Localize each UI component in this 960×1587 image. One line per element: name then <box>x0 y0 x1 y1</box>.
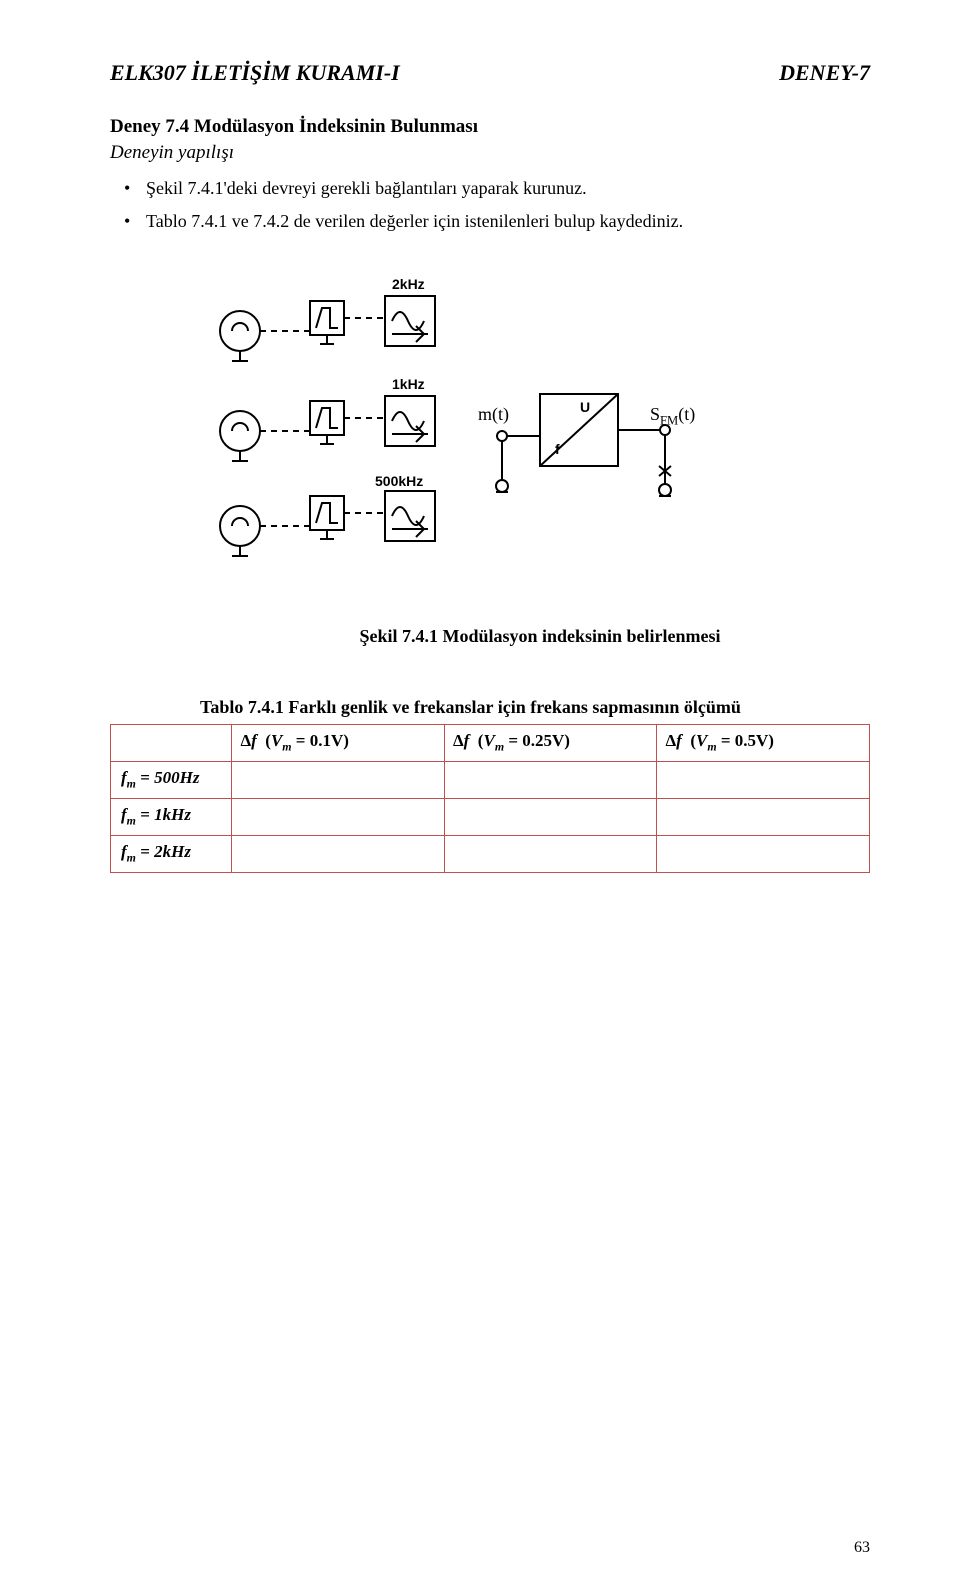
uf-label-u: U <box>580 399 590 415</box>
table-caption: Tablo 7.4.1 Farklı genlik ve frekanslar … <box>200 697 870 718</box>
cell <box>232 798 445 835</box>
cell <box>657 761 870 798</box>
cell <box>657 798 870 835</box>
figure-caption: Şekil 7.4.1 Modülasyon indeksinin belirl… <box>210 626 870 647</box>
col-header-2: Δf (Vm = 0.25V) <box>444 724 657 761</box>
frequency-deviation-table: Δf (Vm = 0.1V) Δf (Vm = 0.25V) Δf (Vm = … <box>110 724 870 873</box>
row-header-2: fm = 1kHz <box>111 798 232 835</box>
sfm-tail: (t) <box>678 404 695 424</box>
cell <box>444 798 657 835</box>
cell <box>444 835 657 872</box>
row-header-1: fm = 500Hz <box>111 761 232 798</box>
freq-label-1khz: 1kHz <box>392 376 425 392</box>
cell <box>444 761 657 798</box>
header-left: ELK307 İLETİŞİM KURAMI-I <box>110 60 400 86</box>
header-right: DENEY-7 <box>779 60 870 86</box>
page-number: 63 <box>854 1539 870 1557</box>
cell <box>232 761 445 798</box>
sfm-s: S <box>650 404 660 424</box>
cell <box>657 835 870 872</box>
page-header: ELK307 İLETİŞİM KURAMI-I DENEY-7 <box>110 60 870 86</box>
procedure-list: Şekil 7.4.1'deki devreyi gerekli bağlant… <box>110 174 870 236</box>
col-header-3: Δf (Vm = 0.5V) <box>657 724 870 761</box>
sfm-label: SFM(t) <box>650 404 695 429</box>
freq-label-2khz: 2kHz <box>392 276 425 292</box>
list-item: Şekil 7.4.1'deki devreyi gerekli bağlant… <box>146 174 870 203</box>
col-header-1: Δf (Vm = 0.1V) <box>232 724 445 761</box>
cell <box>232 835 445 872</box>
list-item: Tablo 7.4.1 ve 7.4.2 de verilen değerler… <box>146 207 870 236</box>
row-header-3: fm = 2kHz <box>111 835 232 872</box>
table-corner <box>111 724 232 761</box>
uf-label-f: f <box>555 441 560 457</box>
sfm-sub: FM <box>660 413 678 427</box>
mt-label: m(t) <box>478 404 509 425</box>
experiment-subtitle: Deneyin yapılışı <box>110 142 870 164</box>
circuit-figure: 2kHz 1kHz 500kHz U f m(t) SFM(t) Şekil 7… <box>210 276 870 647</box>
experiment-title: Deney 7.4 Modülasyon İndeksinin Bulunmas… <box>110 116 870 138</box>
freq-label-500khz: 500kHz <box>375 473 423 489</box>
